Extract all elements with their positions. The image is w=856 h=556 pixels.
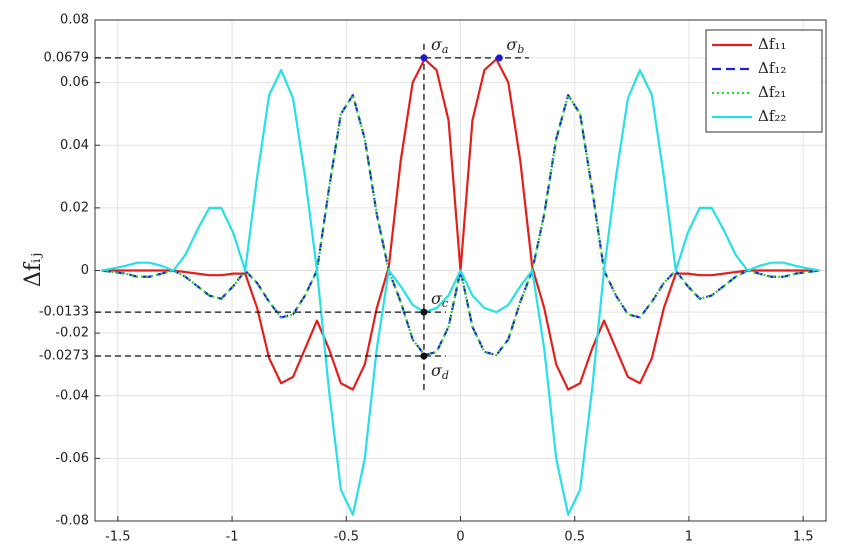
annotation-point xyxy=(420,352,428,360)
annotation-label: σd xyxy=(431,360,449,382)
y-tick-label: 0 xyxy=(81,263,89,278)
series-line xyxy=(101,94,820,357)
x-tick-label: 1 xyxy=(685,530,693,545)
annotation-subscript: c xyxy=(442,297,448,310)
series-line xyxy=(101,68,820,516)
y-tick-label: -0.0133 xyxy=(39,305,89,320)
annotation-point xyxy=(420,54,428,62)
legend-label: Δf₁₂ xyxy=(758,59,786,77)
x-tick-label: 0.5 xyxy=(564,530,585,545)
x-tick-label: 0 xyxy=(456,530,464,545)
annotation-subscript: b xyxy=(517,43,524,56)
y-tick-label: 0.0679 xyxy=(44,50,90,65)
y-tick-label: 0.08 xyxy=(60,13,89,28)
y-tick-label: -0.0273 xyxy=(39,348,89,363)
annotation-label: σb xyxy=(506,34,524,56)
legend-label: Δf₂₁ xyxy=(758,83,786,101)
y-tick-label: -0.08 xyxy=(55,514,89,529)
y-tick-label: -0.02 xyxy=(55,326,89,341)
annotation-point xyxy=(495,54,503,62)
annotation-label: σa xyxy=(431,34,448,56)
legend-label: Δf₂₂ xyxy=(758,107,786,125)
x-tick-label: -0.5 xyxy=(334,530,359,545)
legend-box xyxy=(705,29,823,133)
x-tick-label: -1 xyxy=(226,530,239,545)
plot-frame xyxy=(94,19,827,522)
annotation-symbol: σ xyxy=(506,34,518,53)
y-tick-label: 0.06 xyxy=(60,75,89,90)
y-tick-label: -0.04 xyxy=(55,388,89,403)
annotation-symbol: σ xyxy=(431,289,443,308)
legend-label: Δf₁₁ xyxy=(758,35,786,53)
annotation-point xyxy=(420,308,428,316)
x-tick-label: -1.5 xyxy=(105,530,130,545)
annotation-symbol: σ xyxy=(431,34,443,53)
annotation-subscript: a xyxy=(442,43,449,56)
y-tick-label: -0.06 xyxy=(55,451,89,466)
y-tick-label: 0.02 xyxy=(60,200,89,215)
annotation-label: σc xyxy=(431,289,448,311)
x-tick-label: 1.5 xyxy=(793,530,814,545)
y-tick-label: 0.04 xyxy=(60,138,89,153)
annotation-symbol: σ xyxy=(431,360,443,379)
y-axis-label: Δfᵢⱼ xyxy=(21,253,46,287)
annotation-subscript: d xyxy=(442,369,449,382)
